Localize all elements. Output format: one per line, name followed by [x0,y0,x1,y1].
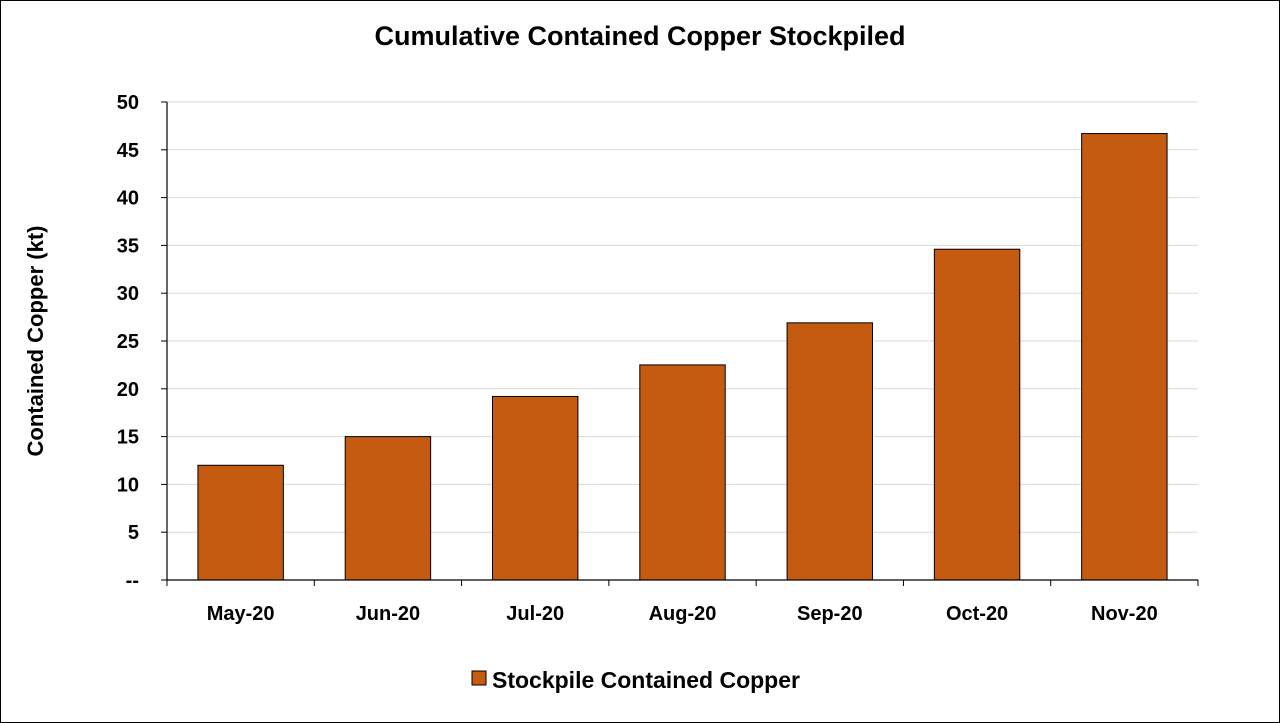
y-tick-label: 40 [117,188,139,210]
y-tick-labels: -- 5 10 15 20 25 30 35 40 45 50 [117,92,139,592]
bar [933,248,1021,581]
y-tick-label: -- [126,570,139,592]
y-axis-title: Contained Copper (kt) [23,226,48,457]
y-tick-label: 45 [117,140,139,162]
axes [161,101,1199,586]
x-tick-label: Sep-20 [797,603,863,625]
bars [197,133,1168,581]
y-tick-label: 25 [117,331,139,353]
x-tick-label: Nov-20 [1091,603,1158,625]
x-tick-labels: May-20 Jun-20 Jul-20 Aug-20 Sep-20 Oct-20 Nov-… [207,603,1158,625]
y-tick-label: 30 [117,283,139,305]
bar [786,322,873,581]
y-tick-label: 50 [117,92,139,114]
x-tick-label: May-20 [207,603,275,625]
bar [1081,133,1168,581]
y-tick-label: 20 [117,379,139,401]
legend-swatch [471,670,487,686]
x-tick-label: Aug-20 [649,603,717,625]
chart-title: Cumulative Contained Copper Stockpiled [374,21,905,51]
gridlines [167,101,1198,533]
bar [197,464,284,581]
bar [639,364,726,581]
x-tick-label: Oct-20 [946,603,1008,625]
legend: Stockpile Contained Copper [471,667,800,693]
y-tick-label: 35 [117,235,139,257]
y-tick-label: 5 [128,522,139,544]
x-tick-label: Jul-20 [506,603,564,625]
y-tick-label: 15 [117,427,139,449]
y-tick-label: 10 [117,474,139,496]
x-tick-label: Jun-20 [356,603,420,625]
legend-label: Stockpile Contained Copper [492,667,800,693]
bar [344,436,432,581]
bar [492,395,579,581]
